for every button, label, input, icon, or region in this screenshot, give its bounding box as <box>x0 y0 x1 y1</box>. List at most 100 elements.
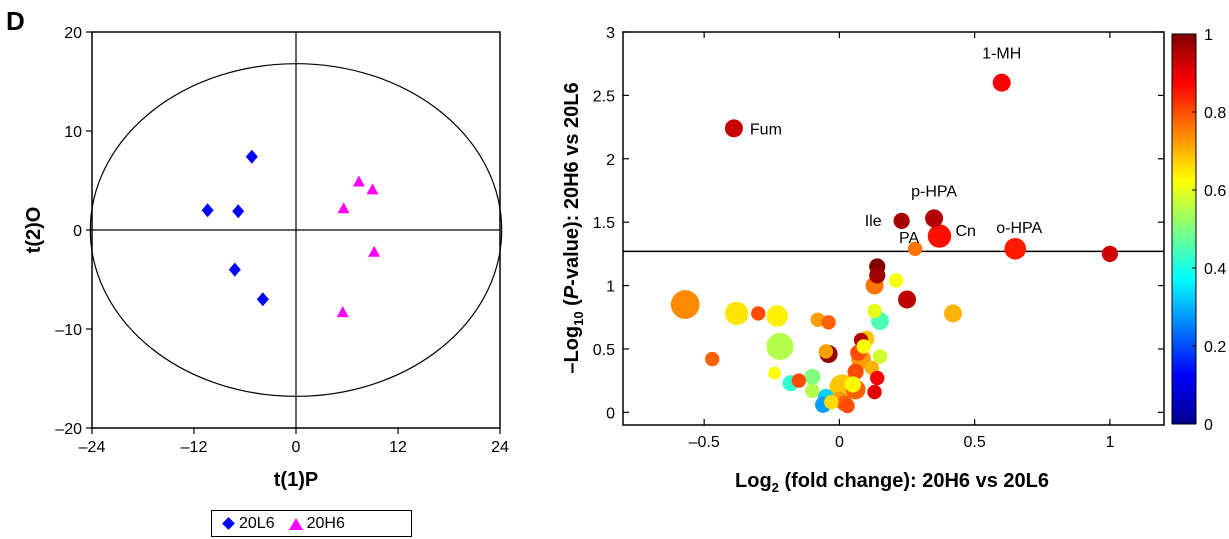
legend-label: 20H6 <box>306 514 345 532</box>
volcano-point <box>944 304 963 323</box>
y-tick-label: 2 <box>606 152 615 169</box>
x-tick-label: 0.5 <box>964 434 986 451</box>
volcano-point <box>867 384 882 400</box>
y-tick-label: 1.5 <box>593 215 615 232</box>
volcano-point <box>870 370 885 386</box>
point-label: p-HPA <box>911 183 957 200</box>
point-20l6 <box>232 204 245 219</box>
panel-label: D <box>6 6 25 36</box>
volcano-point <box>992 73 1011 92</box>
volcano-point <box>907 241 923 256</box>
colorbar-tick-label: 0 <box>1204 417 1213 434</box>
x-tick-label: 12 <box>389 439 407 456</box>
x-tick-label: 1 <box>1105 434 1114 451</box>
volcano-point <box>670 290 700 319</box>
y-tick-label: 0.5 <box>593 342 615 359</box>
volcano-point <box>751 306 766 321</box>
volcano-point <box>893 212 910 229</box>
triangle-marker-icon <box>288 517 303 530</box>
volcano-point <box>856 339 871 354</box>
volcano-point <box>824 394 839 410</box>
colorbar-tick-label: 0.2 <box>1204 339 1226 356</box>
volcano-point <box>724 301 749 326</box>
volcano-point <box>872 349 888 364</box>
volcano-plot-frame <box>622 31 1165 426</box>
colorbar-gradient <box>1171 33 1197 425</box>
y-tick-label: 1 <box>606 279 615 296</box>
x-tick-label: 0 <box>292 439 301 456</box>
volcano-point <box>821 315 836 330</box>
point-label: Ile <box>865 213 882 230</box>
x-tick-label: –0.5 <box>689 434 720 451</box>
y-tick-label: 0 <box>606 405 615 422</box>
y-tick-label: 3 <box>606 25 615 42</box>
colorbar-ticks: 0 0.2 0.4 0.6 0.8 1 <box>1192 27 1226 434</box>
x-tick-label: –12 <box>181 439 208 456</box>
point-20l6 <box>201 203 214 218</box>
point-label: 1-MH <box>982 46 1021 63</box>
colorbar: 0 0.2 0.4 0.6 0.8 1 <box>1171 27 1226 434</box>
volcano-point <box>724 119 743 138</box>
x-tick-label: –24 <box>79 439 106 456</box>
volcano-point <box>818 344 834 359</box>
colorbar-tick-label: 0.6 <box>1204 183 1226 200</box>
volcano-point <box>1101 245 1118 262</box>
volcano-point <box>805 383 820 398</box>
colorbar-tick-label: 0.8 <box>1204 105 1226 122</box>
point-20h6 <box>336 306 349 318</box>
volcano-point <box>840 398 855 414</box>
volcano-plot: –0.5 0 0.5 1 0 0.5 1 1.5 2 2.5 3 1-MH Fum p-HPA Ile Cn… <box>561 25 1165 495</box>
point-20h6 <box>368 245 381 257</box>
colorbar-tick-label: 1 <box>1204 27 1213 44</box>
volcano-point <box>844 376 862 393</box>
volcano-point <box>804 368 821 385</box>
volcano-point <box>791 373 807 388</box>
volcano-point <box>898 290 917 309</box>
volcano-point <box>768 366 781 380</box>
volcano-point <box>869 267 886 284</box>
legend: 20L6 20H6 <box>211 510 412 537</box>
point-20l6 <box>228 262 241 277</box>
y-tick-label: 0 <box>73 223 82 240</box>
volcano-point <box>867 303 882 319</box>
volcano-point <box>847 363 864 380</box>
point-label: Cn <box>955 223 975 240</box>
y-tick-label: 20 <box>64 25 82 42</box>
legend-label: 20L6 <box>239 514 275 532</box>
y-tick-label: 2.5 <box>593 88 615 105</box>
diamond-marker-icon <box>222 517 235 530</box>
volcano-point <box>925 209 944 228</box>
score-plot: –24 –12 0 12 24 –20 –10 0 10 20 t(1)P t(2)O <box>23 25 509 491</box>
point-20l6 <box>256 292 269 307</box>
volcano-x-label: Log2 (fold change): 20H6 vs 20L6 <box>735 470 1049 495</box>
point-20h6 <box>366 183 379 195</box>
volcano-point-labels: 1-MH Fum p-HPA Ile Cn PA o-HPA <box>750 46 1043 247</box>
volcano-point <box>810 312 825 327</box>
volcano-point <box>766 332 794 360</box>
legend-item-20h6: 20H6 <box>288 514 345 533</box>
volcano-plot-ticks: –0.5 0 0.5 1 0 0.5 1 1.5 2 2.5 3 <box>593 25 1164 451</box>
colorbar-tick-label: 0.4 <box>1204 261 1226 278</box>
point-label: Fum <box>750 121 782 138</box>
volcano-point <box>1004 237 1027 260</box>
point-label: o-HPA <box>996 220 1042 237</box>
y-tick-label: –20 <box>55 421 82 438</box>
volcano-point <box>927 224 952 248</box>
volcano-point <box>705 351 720 367</box>
y-tick-label: 10 <box>64 124 82 141</box>
score-plot-ticks: –24 –12 0 12 24 –20 –10 0 10 20 <box>55 25 509 456</box>
score-plot-points <box>201 149 381 318</box>
volcano-plot-points <box>670 73 1118 414</box>
x-tick-label: 0 <box>835 434 844 451</box>
point-label: PA <box>899 230 919 247</box>
x-tick-label: 24 <box>491 439 509 456</box>
legend-item-20l6: 20L6 <box>222 515 275 533</box>
volcano-point <box>766 305 788 327</box>
point-20h6 <box>352 175 365 187</box>
score-plot-x-label: t(1)P <box>274 469 318 491</box>
volcano-y-label: –Log10 (P-value): 20H6 vs 20L6 <box>561 82 586 373</box>
volcano-point <box>889 273 904 288</box>
point-20l6 <box>245 149 258 164</box>
y-tick-label: –10 <box>55 322 82 339</box>
